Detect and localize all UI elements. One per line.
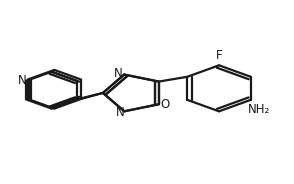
Text: N: N bbox=[116, 106, 124, 119]
Text: N: N bbox=[114, 67, 123, 79]
Text: NH₂: NH₂ bbox=[248, 102, 270, 116]
Text: N: N bbox=[18, 75, 27, 87]
Text: O: O bbox=[161, 98, 170, 111]
Text: F: F bbox=[216, 49, 222, 62]
